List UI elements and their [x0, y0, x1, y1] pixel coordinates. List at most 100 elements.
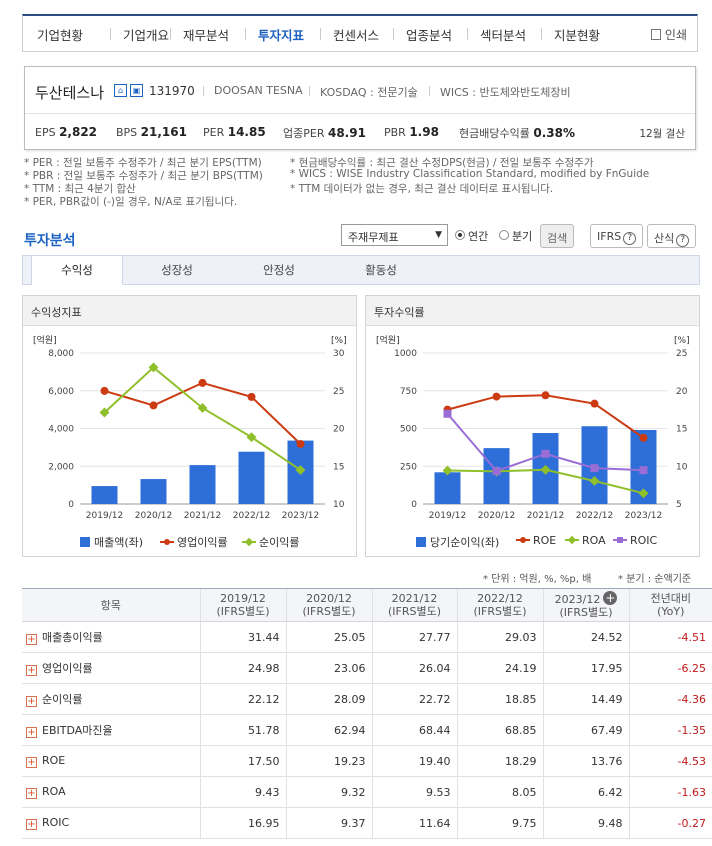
legend-label: ROE — [533, 534, 557, 547]
yoy-cell: -6.25 — [628, 652, 712, 684]
print-button[interactable]: 인쇄 — [650, 26, 687, 43]
nav-item-financial-analysis[interactable]: 재무분석 — [183, 28, 230, 43]
row-name-cell[interactable]: + EBITDA마진율 — [22, 714, 200, 746]
nav-item-consensus[interactable]: 컨센서스 — [333, 28, 380, 43]
legend-operating-margin[interactable]: 영업이익률 — [160, 534, 228, 550]
x-tick-label: 2019/12 — [86, 511, 123, 521]
header-year: 2019/12 (IFRS별도) — [199, 588, 286, 622]
nav-separator — [541, 28, 542, 40]
formula-help-button[interactable]: 산식? — [647, 224, 697, 248]
legend-roa[interactable]: ROA — [565, 534, 606, 547]
value-cell: 24.19 — [456, 652, 543, 684]
nav-item-company-status[interactable]: 기업현황 — [37, 28, 84, 43]
row-label: 매출총이익률 — [42, 631, 103, 644]
tab-activity[interactable]: 활동성 — [365, 263, 397, 277]
legend-roic[interactable]: ROIC — [613, 534, 657, 547]
expand-row-icon[interactable]: + — [26, 634, 37, 645]
table-row: + 영업이익률 24.98 23.06 26.04 24.19 17.95 -6.25 — [22, 652, 712, 684]
value-cell: 23.06 — [285, 652, 372, 684]
tab-growth[interactable]: 성장성 — [161, 263, 193, 277]
ifrs-help-button[interactable]: IFRS? — [590, 224, 644, 248]
expand-row-icon[interactable]: + — [26, 819, 37, 830]
value-cell: 9.32 — [285, 776, 372, 808]
y-right-tick-label: 25 — [333, 387, 344, 397]
tab-profitability[interactable]: 수익성 — [31, 255, 123, 285]
header-item: 항목 — [22, 588, 200, 622]
search-button[interactable]: 검색 — [540, 224, 575, 248]
y-left-unit: [억원] — [376, 334, 400, 346]
bar — [140, 479, 167, 504]
panel-title: 투자수익률 — [366, 296, 699, 326]
section-title: 투자분석 — [24, 233, 76, 249]
value-cell: 22.12 — [199, 683, 286, 715]
nav-item-sector-analysis[interactable]: 섹터분석 — [480, 28, 527, 43]
row-name-cell[interactable]: + 매출총이익률 — [22, 621, 200, 653]
nav-item-industry-analysis[interactable]: 업종분석 — [406, 28, 453, 43]
legend-sales[interactable]: 매출액(좌) — [80, 534, 143, 550]
building-icon[interactable]: ▣ — [130, 84, 143, 97]
radio-quarter[interactable] — [499, 230, 509, 240]
y-right-tick-label: 30 — [333, 349, 345, 359]
legend-swatch — [613, 535, 627, 545]
legend-roe[interactable]: ROE — [516, 534, 556, 547]
yoy-cell: -1.35 — [628, 714, 712, 746]
row-name-cell[interactable]: + ROIC — [22, 807, 200, 839]
bar — [189, 465, 216, 504]
formula-label: 산식 — [654, 232, 675, 245]
legend-net-margin[interactable]: 순이익률 — [242, 534, 299, 550]
row-name-cell[interactable]: + ROE — [22, 745, 200, 777]
expand-row-icon[interactable]: + — [26, 696, 37, 707]
header-year-label: 2023/12 — [554, 593, 601, 606]
value-cell: 68.85 — [456, 714, 543, 746]
row-label: ROA — [42, 785, 66, 798]
value-cell: 9.37 — [285, 807, 372, 839]
y-left-tick-label: 2,000 — [48, 462, 74, 472]
profitability-table: 항목 2019/12 (IFRS별도) 2020/12 (IFRS별도) 2021/… — [22, 588, 712, 839]
home-icon[interactable]: ⌂ — [114, 84, 127, 97]
legend-net-income[interactable]: 당기순이익(좌) — [416, 534, 499, 550]
stat-label: EPS — [35, 126, 56, 139]
statement-select[interactable]: 주재무제표 ▼ — [341, 224, 448, 246]
legend-label: ROIC — [630, 534, 658, 547]
y-left-tick-label: 250 — [400, 462, 417, 472]
row-label: 영업이익률 — [42, 662, 93, 675]
yoy-cell: -4.51 — [628, 621, 712, 653]
chevron-down-icon: ▼ — [435, 230, 442, 240]
row-name-cell[interactable]: + 순이익률 — [22, 683, 200, 715]
nav-item-shareholding[interactable]: 지분현황 — [554, 28, 601, 43]
value-cell: 62.94 — [285, 714, 372, 746]
y-left-unit: [억원] — [33, 334, 57, 346]
nav-item-company-overview[interactable]: 기업개요 — [123, 28, 170, 43]
y-left-tick-label: 6,000 — [48, 387, 74, 397]
nav-separator — [320, 28, 321, 40]
expand-row-icon[interactable]: + — [26, 727, 37, 738]
series-line — [447, 394, 645, 439]
expand-columns-icon[interactable]: + — [603, 591, 618, 605]
header-year: 2021/12 (IFRS별도) — [371, 588, 457, 622]
bar — [434, 472, 461, 504]
header-basis: (IFRS별도) — [302, 605, 356, 618]
expand-row-icon[interactable]: + — [26, 788, 37, 799]
yoy-cell: -1.63 — [628, 776, 712, 808]
question-icon: ? — [623, 232, 637, 245]
tab-stability[interactable]: 안정성 — [263, 263, 295, 277]
meta-separator — [309, 86, 310, 96]
expand-row-icon[interactable]: + — [26, 757, 37, 768]
radio-quarter-label: 분기 — [512, 230, 533, 243]
x-tick-label: 2019/12 — [429, 511, 466, 521]
header-year-label: 2022/12 — [477, 592, 523, 605]
point — [492, 392, 501, 401]
header-year-label: 2019/12 — [220, 592, 266, 605]
row-label: ROE — [42, 754, 66, 767]
point — [296, 439, 305, 448]
point — [246, 432, 257, 443]
value-cell: 16.95 — [199, 807, 286, 839]
row-name-cell[interactable]: + ROA — [22, 776, 200, 808]
radio-annual[interactable] — [455, 230, 465, 240]
nav-item-investment-indicators[interactable]: 투자지표 — [258, 28, 305, 43]
point — [197, 403, 208, 413]
stat-dividend-yield: 현금배당수익률 0.38% — [459, 125, 575, 141]
value-cell: 19.23 — [285, 745, 372, 777]
expand-row-icon[interactable]: + — [26, 665, 37, 676]
row-name-cell[interactable]: + 영업이익률 — [22, 652, 200, 684]
